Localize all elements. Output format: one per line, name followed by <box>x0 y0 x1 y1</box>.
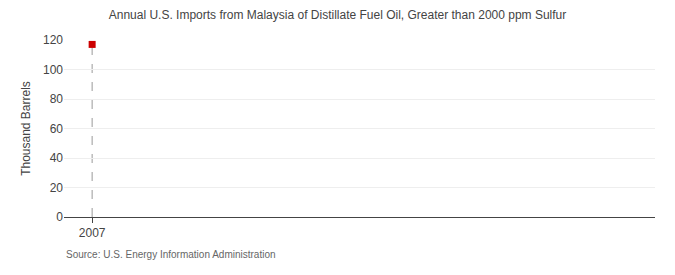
svg-text:120: 120 <box>43 33 63 47</box>
svg-text:Source: U.S. Energy Informatio: Source: U.S. Energy Information Administ… <box>66 249 276 260</box>
svg-text:Thousand Barrels: Thousand Barrels <box>19 81 33 176</box>
svg-text:100: 100 <box>43 63 63 77</box>
svg-text:2007: 2007 <box>79 226 106 240</box>
svg-text:20: 20 <box>50 181 64 195</box>
svg-text:0: 0 <box>56 210 63 224</box>
svg-text:Annual U.S. Imports from Malay: Annual U.S. Imports from Malaysia of Dis… <box>109 8 567 22</box>
svg-text:40: 40 <box>50 151 64 165</box>
svg-text:80: 80 <box>50 92 64 106</box>
svg-text:60: 60 <box>50 122 64 136</box>
